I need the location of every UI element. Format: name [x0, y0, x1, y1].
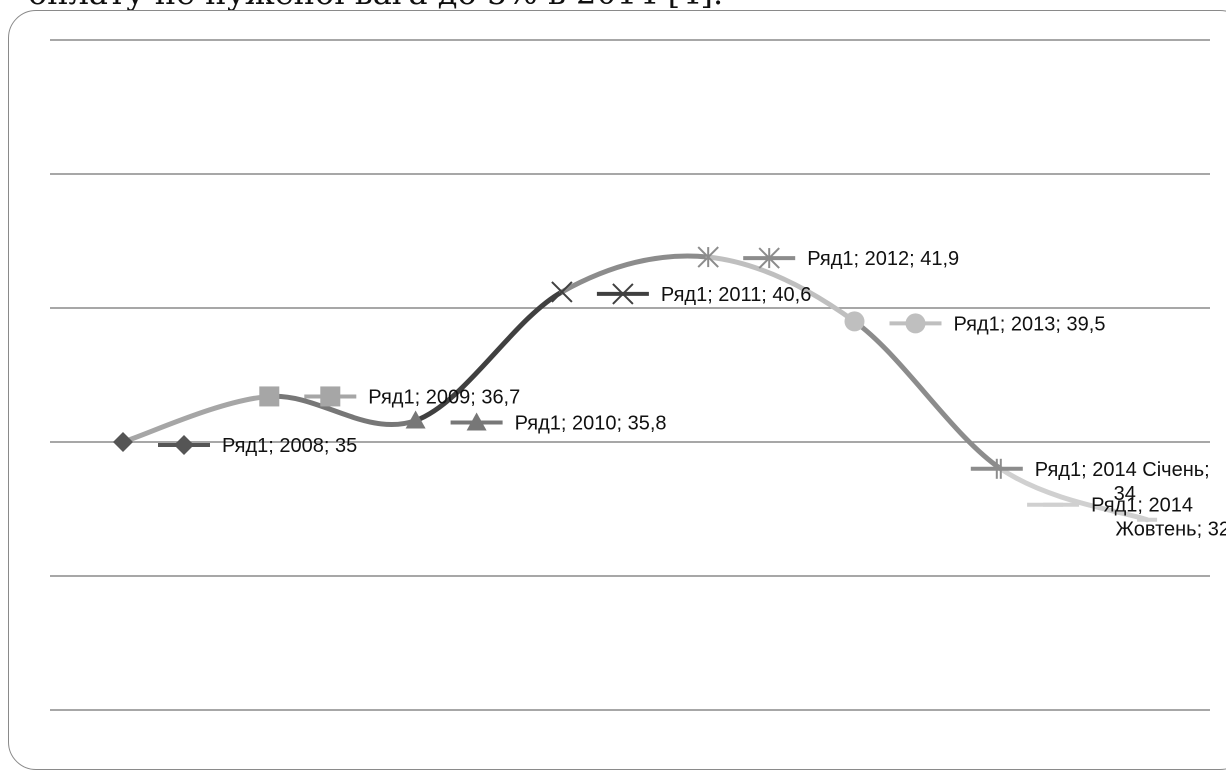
header-text-fragment: оплату не нуженої вага до 5% в 2014 [4]. — [28, 0, 723, 12]
data-label-key-icon-2010 — [466, 412, 487, 431]
data-label-key-icon-2014 Січень — [986, 458, 1007, 479]
data-label-2008: Ряд1; 2008; 35 — [158, 435, 357, 457]
data-point-2009 — [259, 386, 280, 407]
data-label-key-icon-2011 — [612, 283, 634, 305]
line-segment-1 — [120, 393, 272, 445]
data-label-key-icon-2012 — [758, 247, 780, 269]
line-segment-7 — [998, 466, 1150, 523]
data-label-2011: Ряд1; 2011; 40,6 — [596, 283, 811, 306]
data-label-2010: Ряд1; 2010; 35,8 — [450, 412, 667, 435]
data-label-text: Ряд1; 2011; 40,6 — [661, 284, 811, 306]
data-label-text-line-2: 34 — [1114, 483, 1136, 505]
data-label-text-line-2: Жовтень; 32,1 — [1116, 519, 1226, 541]
line-segment-6 — [852, 318, 1004, 472]
line-segment-3 — [413, 289, 565, 424]
data-label-2013: Ряд1; 2013; 39,5 — [889, 313, 1106, 335]
data-label-2014 Січень: Ряд1; 2014 Січень;34 — [970, 458, 1210, 505]
line-segment-2 — [266, 393, 419, 428]
data-point-2010 — [405, 410, 426, 429]
data-label-text: Ряд1; 2009; 36,7 — [368, 386, 520, 408]
data-label-key-icon-2008 — [174, 435, 194, 455]
data-point-2013 — [844, 311, 865, 332]
data-label-text: Ряд1; 2012; 41,9 — [807, 248, 959, 270]
data-label-text: Ряд1; 2013; 39,5 — [954, 313, 1106, 335]
gridlines — [50, 39, 1210, 711]
data-labels: Ряд1; 2008; 35 Ряд1; 2009; 36,7 Ряд1; 2010… — [158, 247, 1226, 541]
data-label-key-icon-2013 — [905, 313, 926, 334]
line-chart: Ряд1; 2008; 35 Ряд1; 2009; 36,7 Ряд1; 2010… — [50, 39, 1226, 711]
data-label-text-line-1: Ряд1; 2014 — [1091, 495, 1193, 517]
series-line — [120, 253, 1150, 523]
data-point-2012 — [697, 246, 719, 268]
line-segment-5 — [705, 254, 857, 324]
data-label-2009: Ряд1; 2009; 36,7 — [304, 386, 520, 408]
data-label-text: Ряд1; 2008; 35 — [222, 435, 357, 457]
data-point-2008 — [113, 432, 133, 452]
data-point-2011 — [551, 281, 573, 303]
line-segment-4 — [559, 253, 711, 295]
data-label-key-icon-2009 — [320, 386, 341, 407]
data-label-2014 Жовтень: Ряд1; 2014Жовтень; 32,1 — [1027, 495, 1226, 541]
data-label-text: Ряд1; 2010; 35,8 — [515, 413, 667, 435]
data-label-text-line-1: Ряд1; 2014 Січень; — [1035, 459, 1210, 481]
data-label-2012: Ряд1; 2012; 41,9 — [743, 247, 959, 270]
data-points — [113, 246, 1158, 522]
